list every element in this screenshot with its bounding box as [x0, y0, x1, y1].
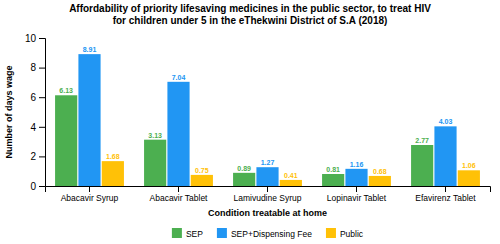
x-tick-mark	[356, 186, 357, 192]
x-tick-mark	[267, 186, 268, 192]
bar	[458, 170, 480, 186]
data-label: 1.68	[106, 153, 120, 160]
legend: SEP SEP+Dispensing Fee Public	[172, 228, 364, 239]
y-tick: 6	[30, 92, 45, 103]
data-label: 1.06	[462, 162, 476, 169]
x-tick: Lamivudine Syrup	[233, 186, 301, 203]
x-tick-mark	[89, 186, 90, 192]
y-axis-line	[39, 39, 46, 187]
data-label: 1.27	[261, 159, 275, 166]
legend-label: SEP	[186, 229, 203, 239]
y-tick-mark	[39, 186, 45, 187]
data-label: 0.75	[195, 167, 209, 174]
chart: Affordability of priority lifesaving med…	[0, 0, 500, 244]
y-tick: 2	[30, 151, 45, 162]
data-labels: 6.13 3.13 0.89 0.81 2.77 8.91 7.04 1.27 1.16 4.03…	[59, 46, 475, 179]
bar	[256, 167, 278, 186]
y-tick: 0	[30, 181, 45, 192]
y-tick-label: 10	[25, 33, 37, 44]
y-tick-mark	[39, 127, 45, 128]
x-axis-line	[46, 187, 491, 193]
x-tick-label: Abacavir Tablet	[150, 193, 209, 203]
title: Affordability of priority lifesaving med…	[69, 3, 431, 14]
y-axis-title: Number of days wage	[4, 65, 14, 158]
y-tick: 8	[30, 62, 45, 73]
data-label: 0.68	[373, 168, 387, 175]
bar	[369, 176, 391, 186]
x-axis-title: Condition treatable at home	[208, 208, 327, 218]
y-tick-label: 4	[30, 122, 36, 133]
bar	[280, 180, 302, 186]
y-tick: 10	[25, 33, 45, 44]
x-axis: Abacavir Syrup Abacavir Tablet Lamivudine …	[46, 186, 491, 203]
bar	[411, 145, 433, 186]
bar	[78, 54, 100, 186]
x-tick-label: Lopinavir Tablet	[327, 193, 387, 203]
legend-item: Public	[326, 228, 364, 239]
data-label: 0.81	[326, 166, 340, 173]
bar	[55, 95, 77, 186]
x-tick-mark	[445, 186, 446, 192]
bar	[434, 126, 456, 186]
y-axis: 0 2 4 6 8 10	[25, 33, 46, 192]
data-label: 4.03	[439, 118, 453, 125]
data-label: 0.89	[237, 165, 251, 172]
data-label: 2.77	[415, 137, 429, 144]
data-label: 0.41	[284, 172, 298, 179]
y-tick-label: 6	[30, 92, 36, 103]
bar	[102, 161, 124, 186]
y-tick: 4	[30, 122, 45, 133]
legend-item: SEP	[172, 228, 203, 239]
legend-swatch	[217, 228, 227, 238]
y-tick-label: 2	[30, 151, 36, 162]
x-tick-label: Lamivudine Syrup	[233, 193, 301, 203]
subtitle: for children under 5 in the eThekwini Di…	[113, 15, 388, 26]
plot: 0 2 4 6 8 10 Abacavir Syrup Abacavir Tablet Lami…	[25, 33, 491, 203]
legend-swatch	[326, 228, 336, 238]
bar	[191, 175, 213, 186]
x-tick-label: Efavirenz Tablet	[415, 193, 476, 203]
bar	[144, 140, 166, 186]
bar	[233, 173, 255, 186]
data-label: 8.91	[83, 46, 97, 53]
y-tick-label: 0	[30, 181, 36, 192]
data-label: 7.04	[172, 74, 186, 81]
x-tick-label: Abacavir Syrup	[61, 193, 119, 203]
legend-label: SEP+Dispensing Fee	[231, 229, 312, 239]
x-tick: Abacavir Syrup	[61, 186, 119, 203]
data-label: 1.16	[350, 161, 364, 168]
y-tick-mark	[39, 97, 45, 98]
legend-label: Public	[340, 229, 364, 239]
bar	[345, 169, 367, 186]
data-label: 3.13	[148, 132, 162, 139]
x-tick: Efavirenz Tablet	[415, 186, 476, 203]
legend-item: SEP+Dispensing Fee	[217, 228, 312, 239]
legend-swatch	[172, 228, 182, 238]
y-tick-mark	[39, 156, 45, 157]
data-label: 6.13	[59, 87, 73, 94]
x-tick-mark	[178, 186, 179, 192]
x-tick: Lopinavir Tablet	[327, 186, 387, 203]
y-tick-mark	[39, 38, 45, 39]
y-tick-label: 8	[30, 62, 36, 73]
bars	[55, 54, 480, 186]
bar	[322, 174, 344, 186]
y-tick-mark	[39, 68, 45, 69]
x-tick: Abacavir Tablet	[150, 186, 209, 203]
bar	[167, 82, 189, 186]
